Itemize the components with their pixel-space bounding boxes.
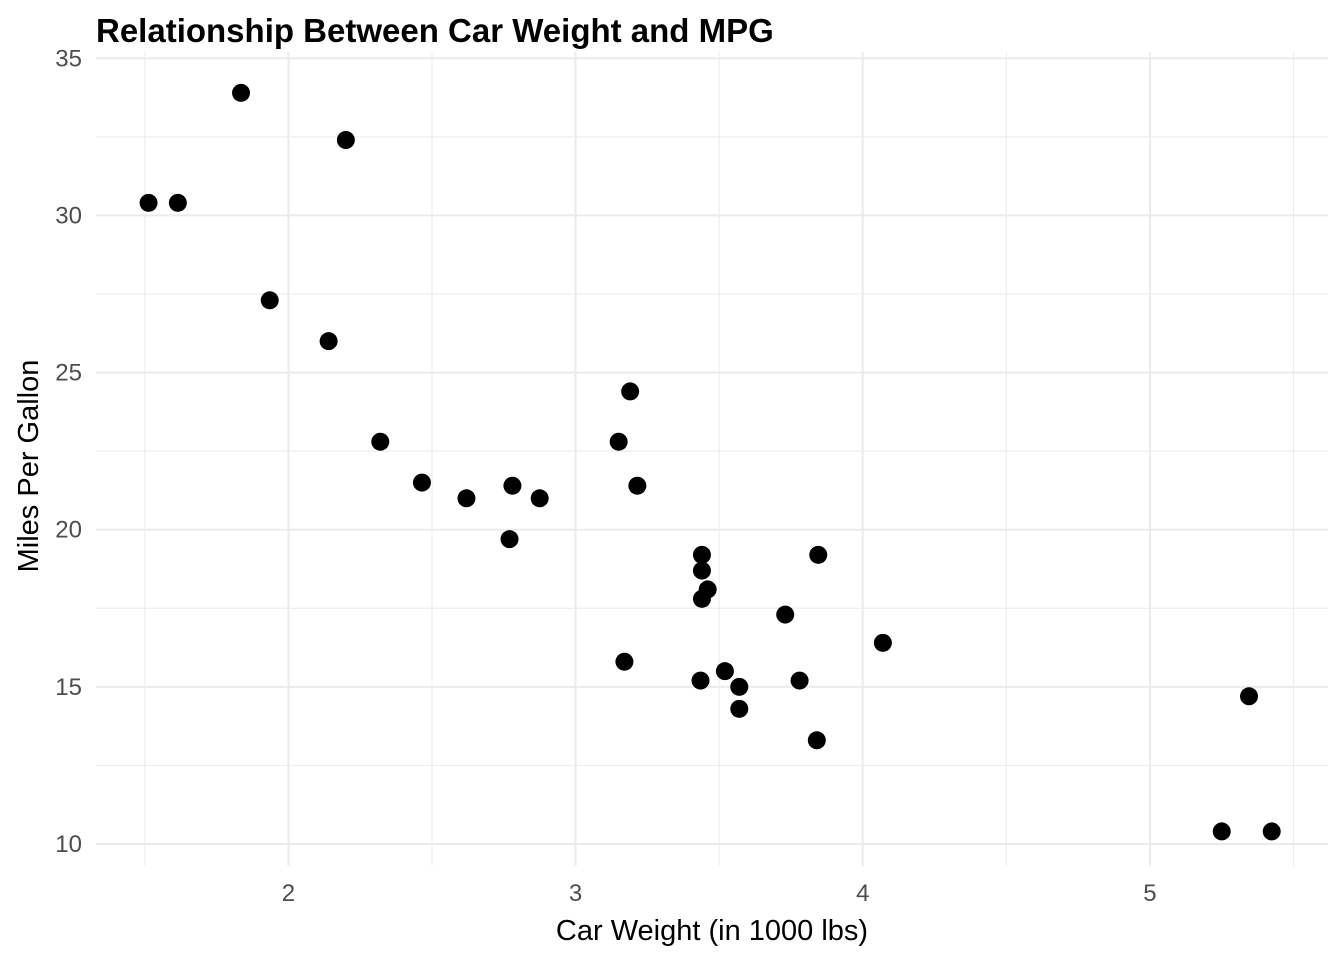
data-point bbox=[807, 731, 826, 750]
data-point bbox=[691, 671, 710, 690]
data-point bbox=[500, 530, 519, 549]
y-tick-label: 35 bbox=[55, 45, 82, 72]
data-point bbox=[809, 545, 828, 564]
x-tick-label: 5 bbox=[1143, 880, 1156, 907]
data-point bbox=[692, 589, 711, 608]
data-point bbox=[260, 291, 279, 310]
data-point bbox=[692, 561, 711, 580]
y-tick-label: 15 bbox=[55, 674, 82, 701]
data-point bbox=[1240, 687, 1259, 706]
data-point bbox=[730, 699, 749, 718]
data-point bbox=[371, 432, 390, 451]
x-axis-tick-labels: 2 3 4 5 bbox=[282, 880, 1157, 907]
data-point bbox=[319, 332, 338, 351]
x-tick-label: 2 bbox=[282, 880, 295, 907]
y-axis-title: Miles Per Gallon bbox=[13, 360, 45, 573]
y-tick-label: 10 bbox=[55, 831, 82, 858]
data-point bbox=[621, 382, 640, 401]
data-point bbox=[609, 432, 628, 451]
data-point bbox=[530, 489, 549, 508]
data-point bbox=[692, 545, 711, 564]
y-tick-label: 20 bbox=[55, 517, 82, 544]
data-point bbox=[457, 489, 476, 508]
data-point bbox=[412, 473, 431, 492]
y-axis-tick-labels: 10 15 20 25 30 35 bbox=[55, 45, 82, 858]
data-point bbox=[139, 193, 158, 212]
x-tick-label: 3 bbox=[569, 880, 582, 907]
data-point bbox=[790, 671, 809, 690]
x-tick-label: 4 bbox=[856, 880, 869, 907]
data-points bbox=[139, 83, 1281, 841]
data-point bbox=[168, 193, 187, 212]
data-point bbox=[503, 476, 522, 495]
data-point bbox=[628, 476, 647, 495]
chart-title: Relationship Between Car Weight and MPG bbox=[96, 12, 774, 49]
y-tick-label: 25 bbox=[55, 360, 82, 387]
major-gridlines bbox=[96, 52, 1328, 866]
data-point bbox=[1262, 822, 1281, 841]
y-tick-label: 30 bbox=[55, 202, 82, 229]
data-point bbox=[776, 605, 795, 624]
data-point bbox=[232, 83, 251, 102]
data-point bbox=[715, 662, 734, 681]
data-point bbox=[730, 677, 749, 696]
data-point bbox=[873, 633, 892, 652]
data-point bbox=[615, 652, 634, 671]
minor-gridlines bbox=[96, 52, 1328, 866]
x-axis-title: Car Weight (in 1000 lbs) bbox=[556, 915, 868, 947]
data-point bbox=[336, 131, 355, 149]
data-point bbox=[1212, 822, 1231, 841]
